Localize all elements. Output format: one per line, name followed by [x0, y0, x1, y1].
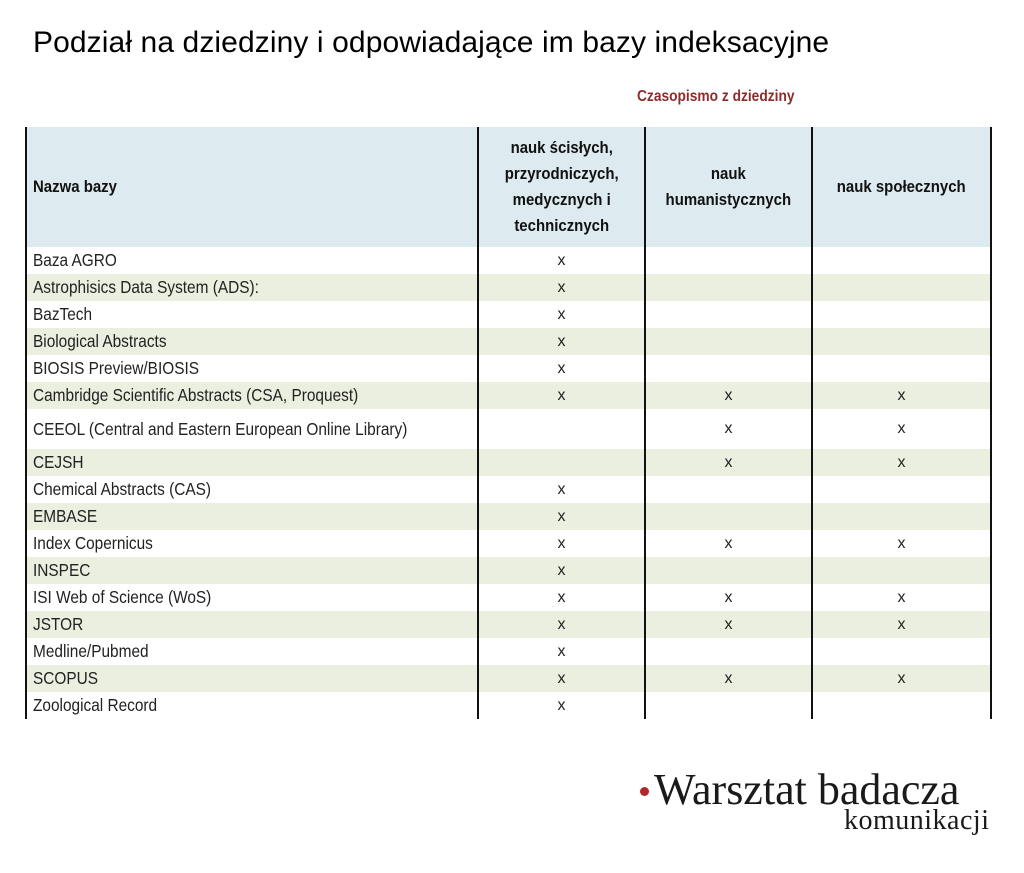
cell-humanities: x [644, 382, 812, 409]
table-row: Index Copernicus x x x [25, 530, 992, 557]
cell-social-sciences [811, 328, 992, 355]
table-header-row: Nazwa bazy nauk ścisłych, przyrodniczych… [25, 127, 992, 247]
table-row: Biological Abstracts x [25, 328, 992, 355]
table-row: EMBASE x [25, 503, 992, 530]
cell-database-name: BazTech [25, 301, 478, 328]
cell-database-name: SCOPUS [25, 665, 478, 692]
cell-exact-sciences: x [477, 557, 645, 584]
logo-dot-icon [640, 787, 649, 796]
cell-database-name: Medline/Pubmed [25, 638, 478, 665]
cell-exact-sciences [477, 409, 645, 449]
page-title: Podział na dziedziny i odpowiadające im … [33, 26, 830, 59]
cell-database-name: Index Copernicus [25, 530, 478, 557]
cell-social-sciences: x [811, 409, 992, 449]
column-header-name: Nazwa bazy [25, 127, 478, 247]
cell-humanities [644, 638, 812, 665]
cell-database-name: Biological Abstracts [25, 328, 478, 355]
cell-humanities [644, 328, 812, 355]
cell-exact-sciences: x [477, 503, 645, 530]
cell-exact-sciences: x [477, 247, 645, 274]
table-row: Zoological Record x [25, 692, 992, 719]
cell-social-sciences [811, 247, 992, 274]
cell-exact-sciences: x [477, 584, 645, 611]
cell-database-name: INSPEC [25, 557, 478, 584]
cell-exact-sciences: x [477, 274, 645, 301]
cell-humanities: x [644, 409, 812, 449]
cell-humanities [644, 692, 812, 719]
table-row: BIOSIS Preview/BIOSIS x [25, 355, 992, 382]
cell-humanities [644, 247, 812, 274]
cell-social-sciences [811, 503, 992, 530]
table-row: BazTech x [25, 301, 992, 328]
cell-exact-sciences: x [477, 530, 645, 557]
cell-social-sciences [811, 557, 992, 584]
cell-database-name: Zoological Record [25, 692, 478, 719]
cell-exact-sciences: x [477, 692, 645, 719]
table-row: Chemical Abstracts (CAS) x [25, 476, 992, 503]
cell-social-sciences: x [811, 530, 992, 557]
cell-humanities [644, 301, 812, 328]
cell-humanities [644, 355, 812, 382]
cell-social-sciences [811, 274, 992, 301]
cell-social-sciences [811, 476, 992, 503]
cell-database-name: BIOSIS Preview/BIOSIS [25, 355, 478, 382]
cell-social-sciences [811, 355, 992, 382]
table-row: Medline/Pubmed x [25, 638, 992, 665]
cell-social-sciences: x [811, 665, 992, 692]
table-row: SCOPUS x x x [25, 665, 992, 692]
table-row: JSTOR x x x [25, 611, 992, 638]
cell-humanities [644, 503, 812, 530]
cell-exact-sciences: x [477, 638, 645, 665]
cell-exact-sciences: x [477, 611, 645, 638]
cell-exact-sciences: x [477, 476, 645, 503]
table-row: ISI Web of Science (WoS) x x x [25, 584, 992, 611]
table-row: Astrophisics Data System (ADS): x [25, 274, 992, 301]
cell-exact-sciences: x [477, 382, 645, 409]
cell-database-name: Chemical Abstracts (CAS) [25, 476, 478, 503]
cell-social-sciences: x [811, 584, 992, 611]
cell-exact-sciences: x [477, 301, 645, 328]
cell-database-name: Cambridge Scientific Abstracts (CSA, Pro… [25, 382, 478, 409]
logo-text: Warsztat badacza [654, 765, 960, 814]
logo-subtext: komunikacji [844, 805, 990, 836]
cell-database-name: Baza AGRO [25, 247, 478, 274]
cell-database-name: ISI Web of Science (WoS) [25, 584, 478, 611]
cell-social-sciences [811, 301, 992, 328]
cell-humanities [644, 476, 812, 503]
cell-social-sciences: x [811, 382, 992, 409]
column-group-header: Czasopismo z dziedziny [637, 88, 795, 105]
cell-social-sciences [811, 638, 992, 665]
column-header-exact-sciences: nauk ścisłych, przyrodniczych, medycznyc… [477, 127, 645, 247]
cell-humanities: x [644, 584, 812, 611]
cell-exact-sciences: x [477, 328, 645, 355]
cell-humanities [644, 557, 812, 584]
column-header-social-sciences: nauk społecznych [811, 127, 992, 247]
cell-exact-sciences [477, 449, 645, 476]
cell-database-name: JSTOR [25, 611, 478, 638]
cell-database-name: Astrophisics Data System (ADS): [25, 274, 478, 301]
cell-humanities: x [644, 665, 812, 692]
cell-database-name: EMBASE [25, 503, 478, 530]
table-row: Cambridge Scientific Abstracts (CSA, Pro… [25, 382, 992, 409]
table-row: Baza AGRO x [25, 247, 992, 274]
cell-social-sciences: x [811, 449, 992, 476]
cell-database-name: CEJSH [25, 449, 478, 476]
column-header-humanities: nauk humanistycznych [644, 127, 812, 247]
table-row: INSPEC x [25, 557, 992, 584]
cell-humanities: x [644, 530, 812, 557]
cell-exact-sciences: x [477, 355, 645, 382]
cell-exact-sciences: x [477, 665, 645, 692]
cell-social-sciences [811, 692, 992, 719]
cell-database-name: CEEOL (Central and Eastern European Onli… [25, 409, 478, 449]
cell-social-sciences: x [811, 611, 992, 638]
cell-humanities [644, 274, 812, 301]
table-row: CEEOL (Central and Eastern European Onli… [25, 409, 992, 449]
cell-humanities: x [644, 611, 812, 638]
cell-humanities: x [644, 449, 812, 476]
table-row: CEJSH x x [25, 449, 992, 476]
databases-table: Nazwa bazy nauk ścisłych, przyrodniczych… [25, 127, 992, 719]
